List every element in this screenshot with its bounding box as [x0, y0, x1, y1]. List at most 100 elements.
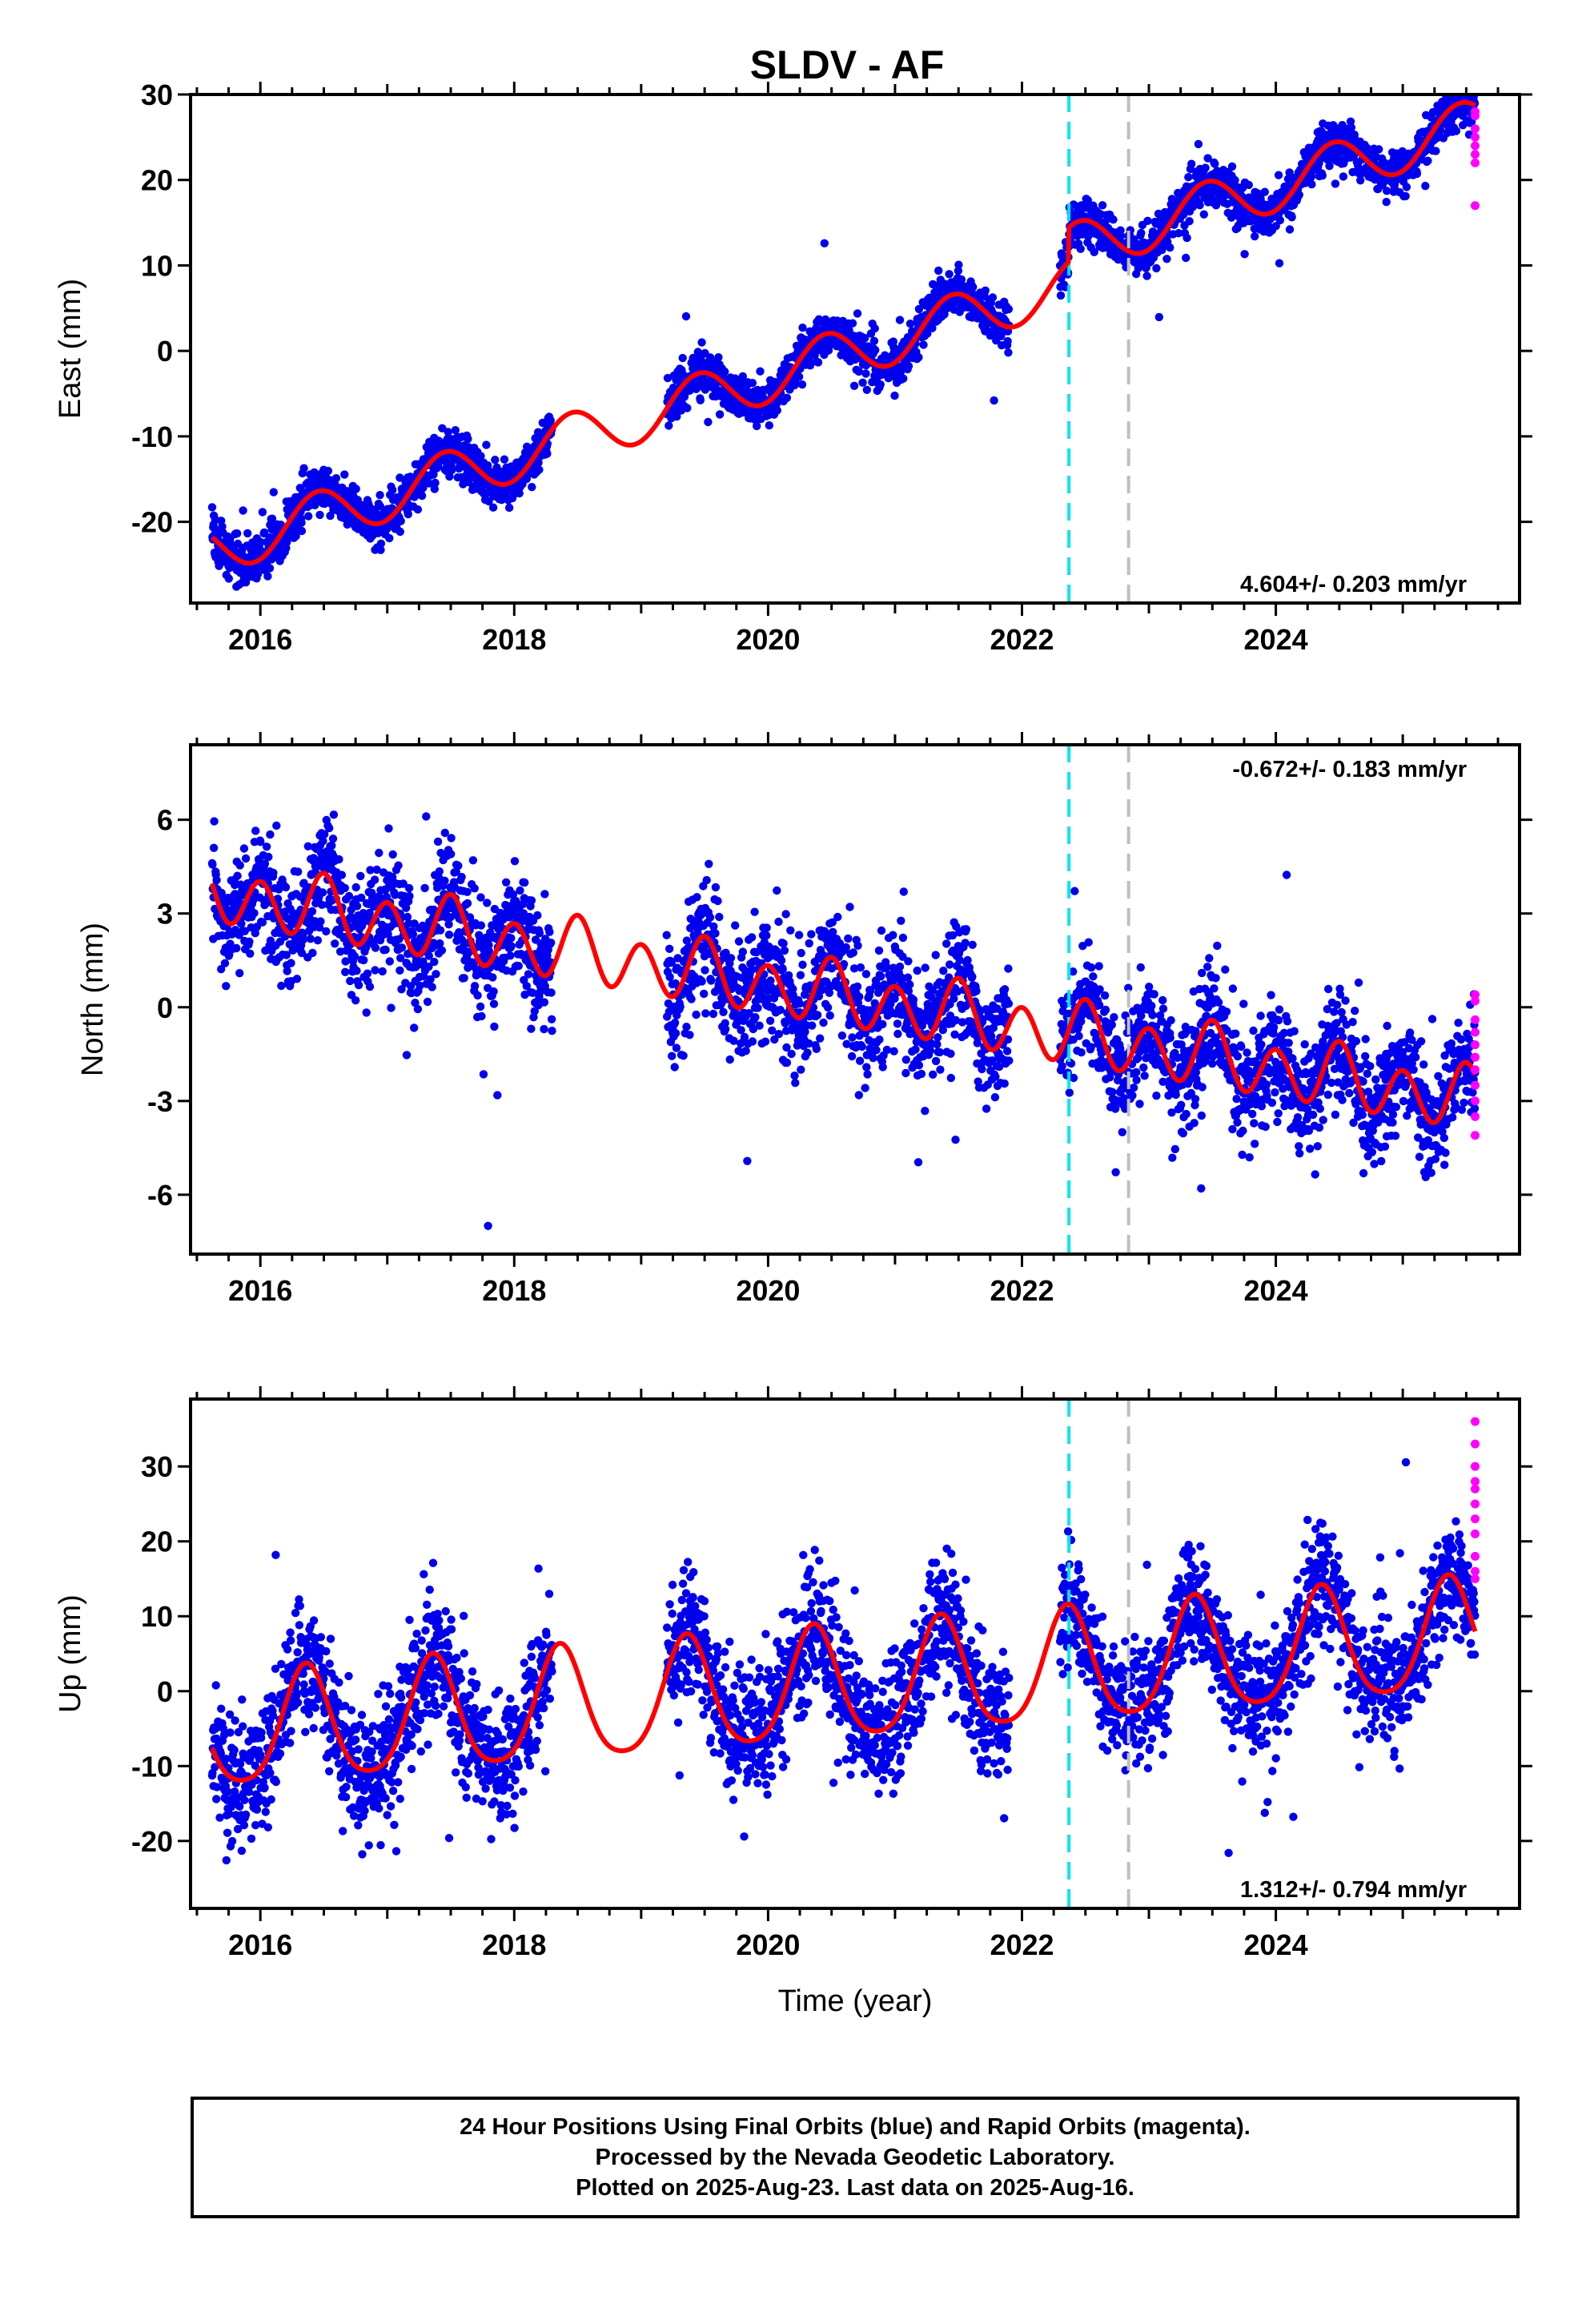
north-final-orbit-point: [872, 1046, 881, 1055]
east-final-orbit-point: [990, 396, 998, 405]
east-final-orbit-point: [1375, 145, 1383, 154]
east-final-orbit-point: [1318, 171, 1327, 180]
north-final-orbit-point: [436, 926, 445, 935]
north-final-orbit-point: [510, 857, 520, 866]
north-final-orbit-point: [870, 999, 879, 1008]
north-final-orbit-point: [239, 844, 249, 853]
east-final-orbit-point: [528, 483, 536, 492]
east-y-tick-label: 10: [141, 249, 173, 282]
north-final-orbit-point: [903, 973, 913, 982]
east-final-orbit-point: [981, 286, 990, 295]
north-final-orbit-point: [283, 967, 291, 975]
east-final-orbit-point: [1199, 210, 1209, 219]
north-final-orbit-point: [761, 1037, 770, 1046]
north-final-orbit-point: [837, 1031, 847, 1040]
east-final-orbit-point: [482, 440, 491, 449]
east-final-orbit-point: [315, 510, 324, 520]
north-final-orbit-point: [428, 983, 436, 991]
north-final-orbit-point: [668, 1051, 677, 1060]
north-final-orbit-point: [476, 1002, 485, 1011]
east-final-orbit-point: [969, 283, 978, 292]
north-final-orbit-point: [447, 850, 456, 858]
north-final-orbit-point: [848, 1033, 857, 1042]
east-final-orbit-point: [504, 503, 514, 513]
north-final-orbit-point: [308, 948, 317, 958]
east-final-orbit-point: [1231, 175, 1239, 185]
east-final-orbit-point: [1003, 336, 1012, 346]
north-final-orbit-point: [327, 841, 336, 850]
east-final-orbit-point: [923, 329, 932, 338]
east-final-orbit-points: [207, 78, 1480, 591]
north-final-orbit-point: [547, 939, 556, 947]
east-final-orbit-point: [919, 340, 928, 349]
east-final-orbit-point: [1339, 172, 1348, 181]
east-x-tick-label: 2016: [228, 623, 292, 656]
north-final-orbit-point: [878, 1019, 887, 1029]
east-final-orbit-point: [738, 372, 747, 381]
east-final-orbit-point: [1154, 312, 1164, 322]
north-final-orbit-point: [794, 931, 804, 939]
north-final-orbit-point: [381, 945, 390, 955]
north-final-orbit-point: [715, 912, 724, 922]
east-final-orbit-point: [681, 312, 691, 321]
east-final-orbit-point: [1187, 159, 1196, 168]
north-final-orbit-point: [331, 939, 339, 948]
north-final-orbit-point: [869, 1053, 877, 1063]
east-final-orbit-point: [810, 351, 819, 360]
north-final-orbit-point: [753, 1003, 762, 1012]
east-final-orbit-point: [323, 466, 333, 476]
east-final-orbit-point: [1185, 217, 1194, 226]
north-final-orbit-point: [468, 856, 478, 865]
east-final-orbit-point: [1137, 228, 1146, 238]
north-final-orbit-point: [807, 930, 816, 939]
north-final-orbit-point: [476, 893, 485, 902]
north-final-orbit-point: [484, 947, 494, 955]
east-final-orbit-point: [1285, 168, 1294, 177]
north-final-orbit-point: [845, 903, 854, 911]
east-final-orbit-point: [241, 578, 251, 587]
east-final-orbit-point: [396, 527, 404, 537]
north-final-orbit-point: [692, 1010, 701, 1019]
north-final-orbit-point: [711, 929, 720, 938]
north-final-orbit-point: [751, 1013, 760, 1022]
north-final-orbit-point: [844, 934, 853, 943]
east-final-orbit-point: [1325, 162, 1334, 171]
north-final-orbit-point: [803, 1048, 812, 1057]
east-final-orbit-point: [535, 465, 544, 474]
east-final-orbit-point: [1331, 179, 1340, 188]
north-final-orbit-point: [351, 883, 360, 892]
chart-title: SLDV - AF: [750, 42, 945, 87]
north-final-orbit-point: [410, 1023, 419, 1032]
east-final-orbit-point: [291, 532, 300, 541]
east-final-orbit-point: [1448, 86, 1456, 94]
east-final-orbit-point: [1401, 191, 1410, 201]
east-final-orbit-point: [396, 473, 404, 482]
east-final-orbit-point: [988, 293, 998, 302]
east-final-orbit-point: [1467, 78, 1475, 86]
east-final-orbit-point: [447, 466, 456, 475]
east-final-orbit-point: [488, 503, 498, 512]
east-final-orbit-point: [1166, 243, 1174, 252]
north-final-orbit-point: [899, 887, 909, 896]
east-final-orbit-point: [914, 304, 924, 314]
east-final-orbit-point: [1275, 215, 1285, 225]
east-final-orbit-point: [820, 239, 829, 247]
east-rapid-orbit-point: [1471, 132, 1480, 142]
north-final-orbit-point: [701, 1009, 710, 1018]
north-final-orbit-point: [747, 933, 757, 942]
north-final-orbit-point: [773, 886, 781, 895]
north-final-orbit-point: [731, 921, 740, 930]
east-rapid-orbit-point: [1471, 124, 1480, 134]
east-final-orbit-point: [895, 316, 905, 324]
north-final-orbit-point: [402, 1051, 412, 1059]
north-final-orbit-point: [913, 966, 921, 975]
north-final-orbit-point: [719, 1007, 728, 1017]
east-final-orbit-point: [1143, 216, 1152, 225]
east-final-orbit-point: [1275, 259, 1284, 267]
east-final-orbit-point: [331, 474, 341, 483]
east-final-orbit-point: [945, 270, 954, 279]
east-final-orbit-point: [1194, 139, 1203, 149]
east-final-orbit-point: [1182, 233, 1191, 243]
east-final-orbit-point: [1211, 159, 1219, 168]
